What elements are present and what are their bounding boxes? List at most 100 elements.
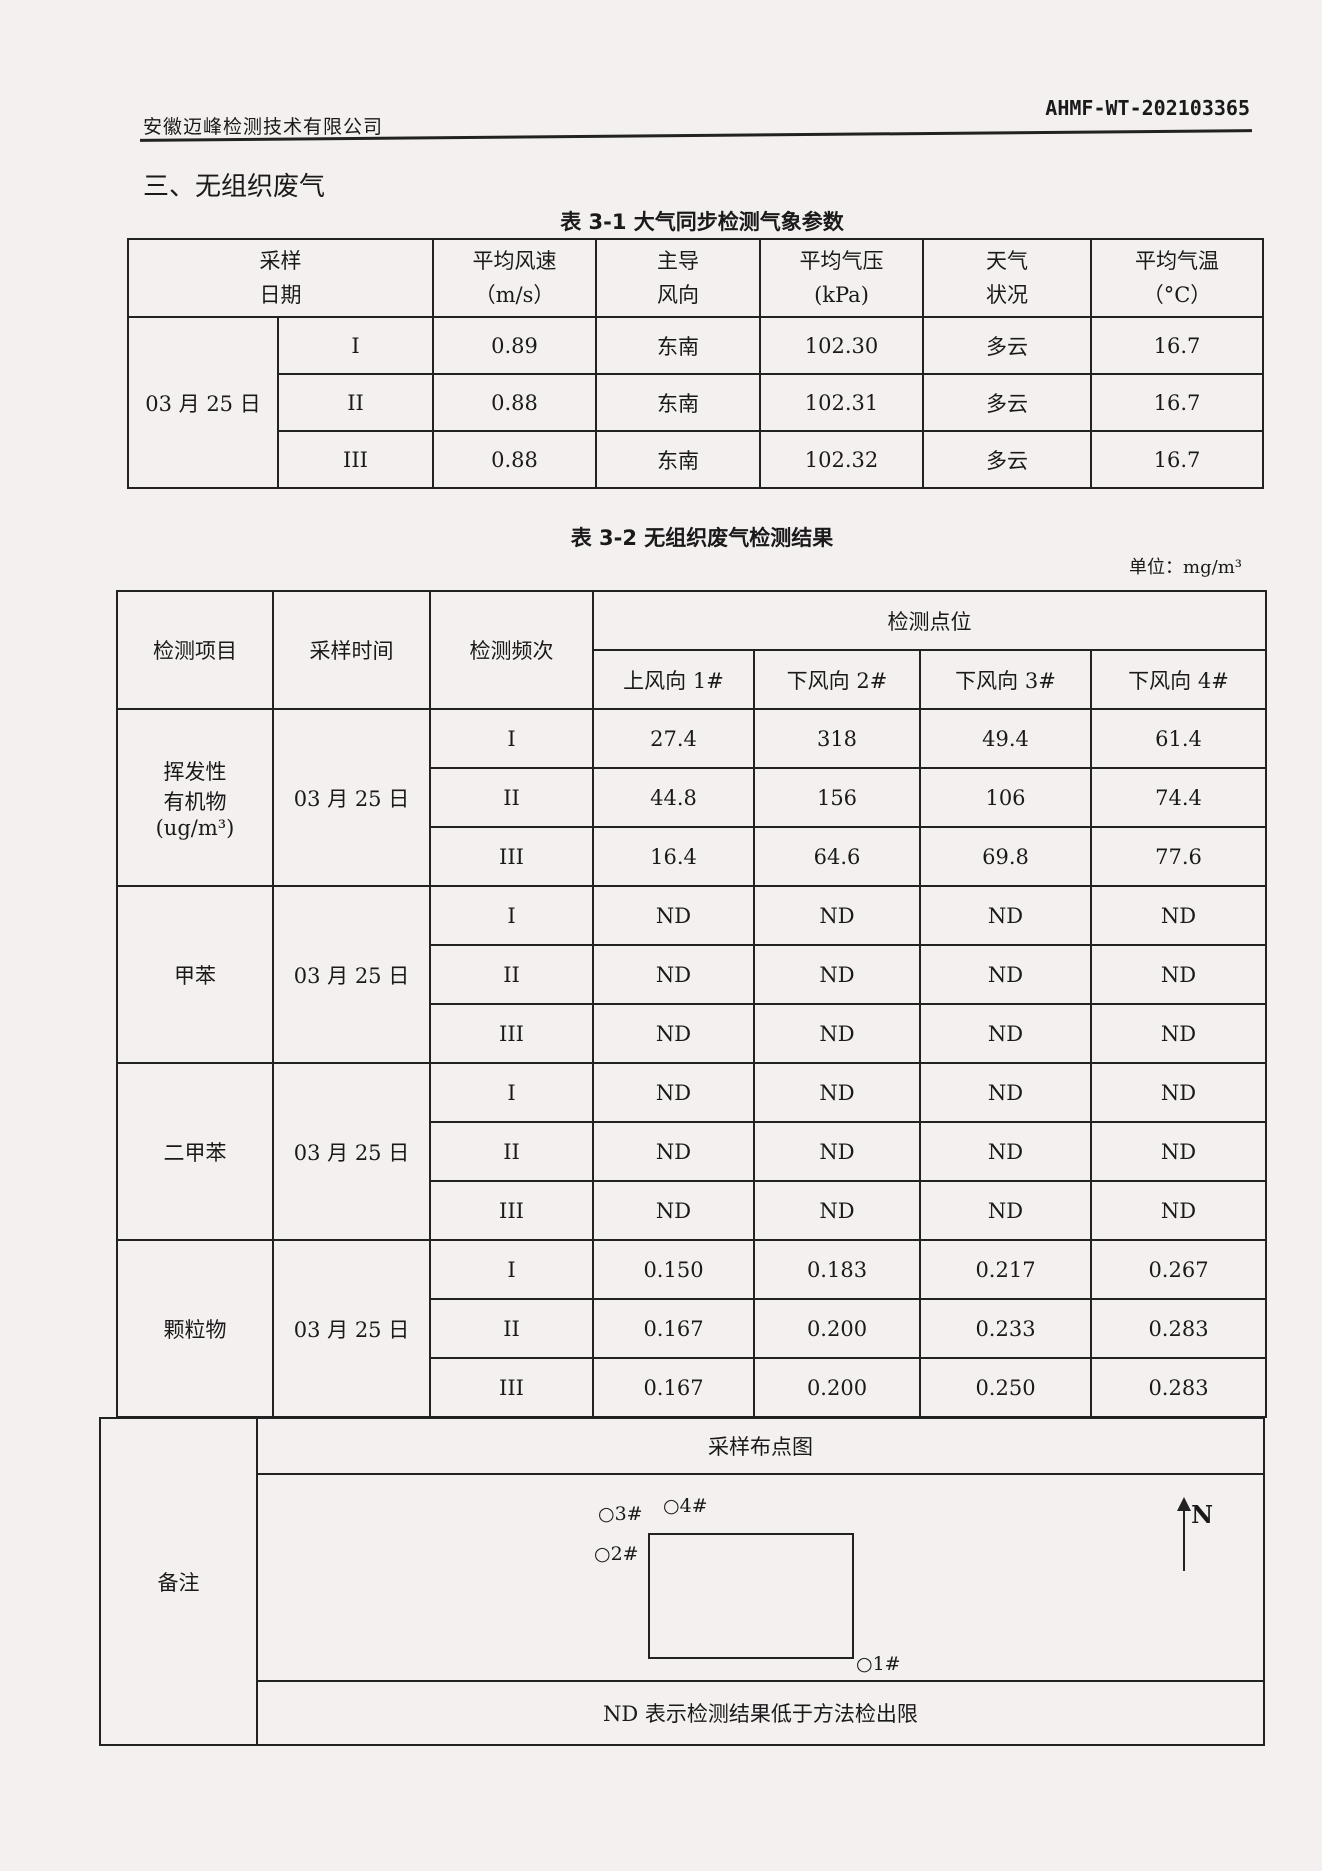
value-cell: ND bbox=[919, 1062, 1092, 1123]
temp-cell: 16.7 bbox=[1090, 430, 1264, 489]
sampling-date: 03 月 25 日 bbox=[272, 885, 431, 1064]
wind-dir-cell: 东南 bbox=[595, 430, 761, 489]
table-row: III ND ND ND ND bbox=[117, 1003, 1267, 1064]
value-cell: 0.250 bbox=[919, 1357, 1092, 1418]
table1-header: 平均气压 (kPa) bbox=[759, 238, 924, 318]
value-cell: ND bbox=[753, 1003, 921, 1064]
value-cell: 77.6 bbox=[1090, 826, 1267, 887]
frequency-cell: I bbox=[429, 1239, 594, 1300]
header-time: 采样时间 bbox=[272, 590, 431, 710]
value-cell: ND bbox=[753, 1180, 921, 1241]
header-points: 检测点位 bbox=[592, 590, 1267, 651]
frequency-cell: I bbox=[429, 1062, 594, 1123]
frequency-cell: III bbox=[429, 1180, 594, 1241]
table-row: II 44.8 156 106 74.4 bbox=[117, 767, 1267, 828]
table-row: III 0.167 0.200 0.250 0.283 bbox=[117, 1357, 1267, 1418]
frequency-cell: II bbox=[429, 944, 594, 1005]
value-cell: 0.217 bbox=[919, 1239, 1092, 1300]
weather-cell: 多云 bbox=[922, 316, 1092, 375]
value-cell: ND bbox=[1090, 885, 1267, 946]
table1-header: 平均风速 （m/s） bbox=[432, 238, 597, 318]
table-row: III 16.4 64.6 69.8 77.6 bbox=[117, 826, 1267, 887]
header-item: 检测项目 bbox=[116, 590, 274, 710]
north-arrow-icon bbox=[1177, 1497, 1191, 1571]
table-row: 二甲苯 03 月 25 日 I ND ND ND ND bbox=[116, 1062, 1267, 1241]
value-cell: ND bbox=[592, 944, 755, 1005]
frequency-cell: III bbox=[429, 1357, 594, 1418]
frequency-cell: I bbox=[429, 885, 594, 946]
value-cell: 0.183 bbox=[753, 1239, 921, 1300]
value-cell: ND bbox=[592, 1180, 755, 1241]
value-cell: 0.150 bbox=[592, 1239, 755, 1300]
value-cell: ND bbox=[753, 1062, 921, 1123]
freq-cell: I bbox=[277, 316, 434, 375]
header-freq: 检测频次 bbox=[429, 590, 594, 710]
value-cell: 74.4 bbox=[1090, 767, 1267, 828]
pressure-cell: 102.31 bbox=[759, 373, 924, 432]
point-2: ○2# bbox=[594, 1543, 639, 1565]
value-cell: ND bbox=[919, 1180, 1092, 1241]
header-point-col: 下风向 3# bbox=[919, 649, 1092, 710]
table-row: II 0.88 东南 102.31 多云 16.7 bbox=[128, 373, 1264, 432]
value-cell: ND bbox=[592, 1003, 755, 1064]
table-row: 颗粒物 03 月 25 日 I 0.150 0.183 0.217 0.267 bbox=[116, 1239, 1267, 1418]
document-number: AHMF-WT-202103365 bbox=[1045, 96, 1250, 120]
value-cell: 156 bbox=[753, 767, 921, 828]
freq-cell: II bbox=[277, 373, 434, 432]
value-cell: 61.4 bbox=[1090, 708, 1267, 769]
table1-header: 主导 风向 bbox=[595, 238, 761, 318]
freq-cell: III bbox=[277, 430, 434, 489]
value-cell: 0.283 bbox=[1090, 1298, 1267, 1359]
value-cell: ND bbox=[919, 1121, 1092, 1182]
header-point-col: 下风向 2# bbox=[753, 649, 921, 710]
table-row: II ND ND ND ND bbox=[117, 1121, 1267, 1182]
value-cell: ND bbox=[919, 885, 1092, 946]
value-cell: 106 bbox=[919, 767, 1092, 828]
point-3: ○3# bbox=[598, 1503, 643, 1525]
pressure-cell: 102.30 bbox=[759, 316, 924, 375]
value-cell: 318 bbox=[753, 708, 921, 769]
sampling-date: 03 月 25 日 bbox=[272, 1239, 431, 1418]
value-cell: 0.233 bbox=[919, 1298, 1092, 1359]
emission-results-table: 检测项目 采样时间 检测频次 检测点位 上风向 1# 下风向 2# 下风向 3# 下风向 4#… bbox=[116, 590, 1267, 1418]
sampling-layout-diagram: ○3# ○4# ○2# ○1# N bbox=[258, 1475, 1263, 1680]
value-cell: 44.8 bbox=[592, 767, 755, 828]
header-point-col: 上风向 1# bbox=[592, 649, 755, 710]
value-cell: 0.167 bbox=[592, 1357, 755, 1418]
point-4: ○4# bbox=[663, 1495, 708, 1517]
frequency-cell: II bbox=[429, 767, 594, 828]
frequency-cell: I bbox=[429, 708, 594, 769]
remarks-table: 备注 采样布点图 ○3# ○4# ○2# ○1# N ND 表示检测结果低于方法… bbox=[99, 1417, 1265, 1746]
value-cell: ND bbox=[592, 1121, 755, 1182]
table-row: III ND ND ND ND bbox=[117, 1180, 1267, 1241]
item-name: 二甲苯 bbox=[116, 1062, 274, 1241]
frequency-cell: III bbox=[429, 1003, 594, 1064]
value-cell: 27.4 bbox=[592, 708, 755, 769]
value-cell: 0.267 bbox=[1090, 1239, 1267, 1300]
frequency-cell: II bbox=[429, 1121, 594, 1182]
value-cell: 16.4 bbox=[592, 826, 755, 887]
value-cell: ND bbox=[753, 944, 921, 1005]
value-cell: 0.283 bbox=[1090, 1357, 1267, 1418]
value-cell: 0.200 bbox=[753, 1357, 921, 1418]
unit-label: 单位：mg/m³ bbox=[1129, 557, 1242, 578]
item-name: 甲苯 bbox=[116, 885, 274, 1064]
value-cell: ND bbox=[919, 1003, 1092, 1064]
weather-cell: 多云 bbox=[922, 373, 1092, 432]
value-cell: ND bbox=[1090, 1180, 1267, 1241]
table1-caption: 表 3-1 大气同步检测气象参数 bbox=[560, 210, 844, 234]
sampling-date: 03 月 25 日 bbox=[127, 316, 279, 489]
wind-speed-cell: 0.88 bbox=[432, 373, 597, 432]
table-row: III 0.88 东南 102.32 多云 16.7 bbox=[128, 430, 1264, 489]
section-title: 三、无组织废气 bbox=[143, 172, 326, 202]
value-cell: ND bbox=[592, 1062, 755, 1123]
temp-cell: 16.7 bbox=[1090, 373, 1264, 432]
temp-cell: 16.7 bbox=[1090, 316, 1264, 375]
north-label: N bbox=[1191, 1500, 1213, 1529]
value-cell: 0.167 bbox=[592, 1298, 755, 1359]
weather-cell: 多云 bbox=[922, 430, 1092, 489]
frequency-cell: II bbox=[429, 1298, 594, 1359]
nd-note: ND 表示检测结果低于方法检出限 bbox=[256, 1680, 1265, 1746]
weather-parameters-table: 采样 日期 平均风速 （m/s） 主导 风向 平均气压 (kPa) 天气 状况 平均气温 … bbox=[127, 238, 1264, 489]
table-row: II ND ND ND ND bbox=[117, 944, 1267, 1005]
